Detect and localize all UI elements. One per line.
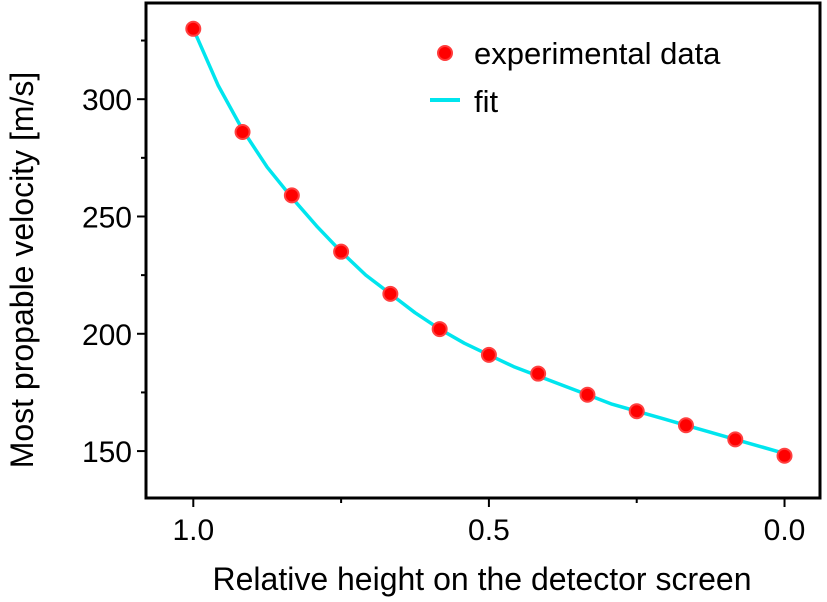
y-tick-label-300: 300 — [82, 84, 132, 117]
x-tick-label-0: 0.0 — [764, 514, 806, 547]
data-point-0 — [185, 20, 202, 37]
data-point-5 — [431, 321, 448, 338]
legend-marker-experimental-data — [437, 45, 453, 61]
y-tick-label-150: 150 — [82, 436, 132, 469]
data-point-9 — [628, 403, 645, 420]
points-layer — [185, 20, 793, 464]
x-axis-title: Relative height on the detector screen — [213, 561, 752, 597]
legend-label-fit: fit — [474, 84, 499, 119]
data-point-10 — [677, 417, 694, 434]
y-axis-ticks: 150 200 250 300 — [82, 39, 146, 469]
y-tick-label-200: 200 — [82, 319, 132, 352]
data-point-11 — [727, 431, 744, 448]
data-point-1 — [234, 124, 251, 141]
legend-label-experimental-data: experimental data — [474, 36, 721, 71]
y-tick-label-250: 250 — [82, 201, 132, 234]
x-tick-label-1: 1.0 — [172, 514, 214, 547]
x-tick-label-0.5: 0.5 — [468, 514, 510, 547]
data-point-7 — [530, 365, 547, 382]
data-point-8 — [579, 386, 596, 403]
data-point-6 — [480, 346, 497, 363]
data-point-2 — [283, 187, 300, 204]
data-point-12 — [776, 447, 793, 464]
plot-frame — [144, 1, 822, 500]
data-point-3 — [333, 243, 350, 260]
data-point-4 — [382, 285, 399, 302]
x-axis-ticks: 1.0 0.5 0.0 — [172, 498, 805, 547]
y-axis-title: Most propable velocity [m/s] — [4, 72, 40, 469]
legend: experimental data fit — [430, 36, 721, 119]
